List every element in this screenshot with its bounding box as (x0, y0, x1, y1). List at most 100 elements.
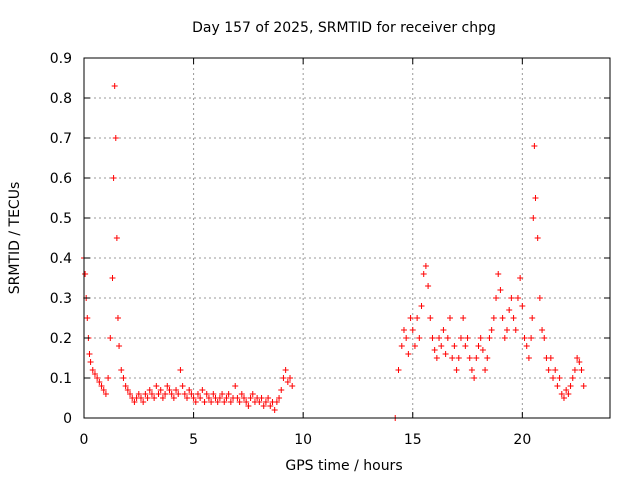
data-point (194, 391, 201, 397)
data-point (422, 263, 429, 269)
data-point (96, 379, 103, 385)
data-point (164, 383, 171, 389)
data-point (179, 383, 186, 389)
data-point (405, 351, 412, 357)
data-point (256, 399, 263, 405)
data-point (238, 391, 245, 397)
data-point (547, 355, 554, 361)
data-point (98, 383, 105, 389)
data-point (159, 395, 166, 401)
data-point (429, 335, 436, 341)
data-point (105, 375, 112, 381)
data-point (563, 387, 570, 393)
data-point (442, 351, 449, 357)
y-tick-label: 0 (63, 411, 72, 427)
y-tick-label: 0.4 (50, 251, 72, 267)
data-point (398, 343, 405, 349)
data-point (464, 335, 471, 341)
data-point (240, 395, 247, 401)
data-point (262, 399, 269, 405)
data-point (267, 403, 274, 409)
data-point (517, 275, 524, 281)
data-point (475, 343, 482, 349)
data-point (560, 395, 567, 401)
data-point (273, 399, 280, 405)
data-point (208, 399, 215, 405)
data-point (265, 395, 272, 401)
data-point (580, 383, 587, 389)
y-tick-label: 0.7 (50, 131, 72, 147)
data-point (545, 367, 552, 373)
data-point (245, 403, 252, 409)
data-point (135, 391, 142, 397)
data-point (144, 395, 151, 401)
data-point (109, 275, 116, 281)
data-point (427, 315, 434, 321)
x-tick-label: 0 (80, 432, 89, 448)
data-point (519, 303, 526, 309)
data-point (484, 355, 491, 361)
data-point (214, 399, 221, 405)
x-tick-label: 10 (294, 432, 312, 448)
y-tick-label: 0.1 (50, 371, 72, 387)
data-point (403, 335, 410, 341)
data-point (118, 367, 125, 373)
data-point (541, 335, 548, 341)
data-point (473, 355, 480, 361)
data-point (534, 235, 541, 241)
data-point (247, 395, 254, 401)
data-point (181, 391, 188, 397)
data-point (225, 391, 232, 397)
data-point (438, 343, 445, 349)
data-point (569, 375, 576, 381)
data-point (531, 143, 538, 149)
data-point (468, 367, 475, 373)
data-point (460, 315, 467, 321)
data-point (140, 399, 147, 405)
data-point (142, 391, 149, 397)
data-point (457, 335, 464, 341)
y-tick-label: 0.6 (50, 171, 72, 187)
data-point (86, 351, 93, 357)
data-point (100, 387, 107, 393)
x-tick-label: 15 (404, 432, 422, 448)
data-point (482, 367, 489, 373)
data-point (565, 391, 572, 397)
data-point (433, 355, 440, 361)
data-point (278, 387, 285, 393)
data-point (576, 359, 583, 365)
data-point (418, 303, 425, 309)
data-point (146, 387, 153, 393)
data-point (529, 315, 536, 321)
data-points (81, 83, 587, 421)
data-point (395, 367, 402, 373)
data-point (173, 387, 180, 393)
data-point (414, 315, 421, 321)
data-point (495, 271, 502, 277)
data-point (508, 295, 515, 301)
data-point (232, 383, 239, 389)
data-point (574, 355, 581, 361)
data-point (166, 387, 173, 393)
data-point (409, 327, 416, 333)
y-axis-label: SRMTID / TECUs (7, 182, 23, 295)
data-point (497, 287, 504, 293)
data-point (114, 315, 121, 321)
y-tick-label: 0.9 (50, 51, 72, 67)
data-point (499, 315, 506, 321)
data-point (122, 383, 129, 389)
data-point (530, 215, 537, 221)
data-point (110, 175, 117, 181)
data-point (554, 383, 561, 389)
data-point (112, 135, 119, 141)
data-point (219, 391, 226, 397)
y-tick-label: 0.3 (50, 291, 72, 307)
data-point (175, 391, 182, 397)
data-point (416, 335, 423, 341)
data-point (234, 395, 241, 401)
data-point (444, 335, 451, 341)
data-point (223, 395, 230, 401)
data-point (455, 355, 462, 361)
data-point (436, 335, 443, 341)
data-point (276, 395, 283, 401)
